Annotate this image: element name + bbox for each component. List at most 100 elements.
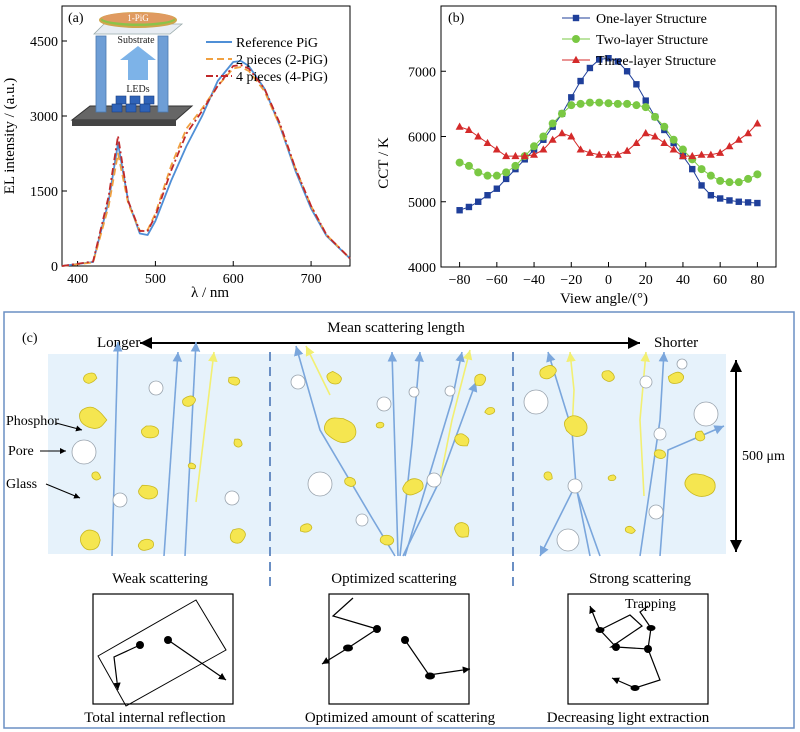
pore: [639, 375, 653, 389]
phosphor-particle: [187, 462, 197, 470]
pore: [148, 380, 164, 396]
phosphor-particle: [474, 373, 487, 386]
panel-b-label: (b): [448, 11, 465, 26]
data-point: [641, 129, 650, 137]
legend-label: Two-layer Structure: [596, 33, 708, 48]
phosphor-particle: [484, 407, 496, 415]
x-tick-label: 500: [145, 272, 166, 287]
data-point: [595, 56, 603, 63]
y-tick-label: 7000: [408, 65, 436, 80]
data-point: [716, 148, 725, 156]
pore: [556, 528, 580, 552]
data-point: [725, 142, 734, 150]
y-axis-label: EL intensity / (a.u.): [2, 78, 18, 195]
data-point: [716, 195, 724, 202]
data-point: [502, 151, 511, 160]
legend-label: One-layer Structure: [596, 12, 707, 27]
section-title-optimized: Optimized scattering: [331, 571, 457, 587]
section-title-weak: Weak scattering: [112, 571, 208, 587]
pore: [444, 385, 456, 397]
strong-scattering-diagram: [567, 593, 709, 705]
glass-label: Glass: [6, 477, 37, 492]
panel-c-frame: [3, 311, 795, 729]
data-point: [641, 103, 650, 112]
data-point: [567, 132, 576, 140]
pore: [653, 427, 667, 441]
data-point: [660, 138, 669, 147]
data-point: [464, 125, 473, 133]
panel-a-frame: [61, 5, 351, 267]
data-point: [567, 101, 576, 110]
light-ray: [305, 345, 331, 396]
phosphor-pointer: [55, 422, 83, 432]
phosphor-particle: [229, 528, 246, 544]
data-point: [465, 203, 473, 211]
light-ray: [387, 351, 399, 557]
phosphor-particle: [563, 415, 588, 437]
data-point: [548, 135, 557, 143]
shorter-label: Shorter: [654, 335, 698, 351]
caption-optimized: Optimized amount of scattering: [305, 710, 496, 726]
data-point: [474, 168, 483, 177]
data-point: [483, 171, 492, 180]
data-point: [455, 122, 464, 130]
phosphor-particle: [79, 529, 101, 551]
light-ray: [404, 351, 465, 557]
data-point: [735, 198, 742, 205]
data-point: [754, 199, 761, 207]
data-point: [632, 138, 641, 147]
legend-marker: [572, 55, 580, 63]
data-point: [502, 175, 510, 183]
data-point: [623, 99, 632, 108]
legend-marker: [572, 14, 580, 22]
data-point: [669, 135, 678, 144]
data-point: [576, 99, 585, 108]
data-point: [660, 122, 669, 131]
x-tick-label: 600: [223, 272, 244, 287]
pig-label: 1-PiG: [127, 13, 149, 23]
light-ray: [439, 349, 473, 481]
data-point: [613, 99, 622, 108]
x-tick-label: −60: [486, 273, 508, 288]
data-point: [492, 145, 501, 153]
data-point: [734, 178, 743, 187]
data-point: [577, 77, 584, 85]
data-point: [744, 174, 753, 183]
data-point: [530, 150, 539, 158]
light-ray: [639, 351, 650, 497]
phosphor-particle: [137, 538, 155, 551]
phosphor-particle: [543, 471, 553, 481]
data-point: [753, 170, 762, 179]
y-tick-label: 4000: [408, 261, 436, 276]
data-point: [651, 132, 660, 140]
pore: [224, 490, 240, 506]
data-point: [753, 119, 762, 127]
data-point: [614, 58, 622, 65]
data-point: [698, 182, 705, 189]
data-point: [595, 98, 604, 107]
data-point: [726, 197, 733, 204]
y-tick-label: 4500: [30, 35, 58, 50]
caption-weak: Total internal reflection: [84, 710, 226, 726]
data-point: [520, 151, 529, 160]
pore: [112, 492, 128, 508]
data-point: [576, 145, 585, 153]
data-point: [502, 168, 511, 177]
data-point: [511, 161, 520, 170]
x-tick-label: −40: [523, 273, 545, 288]
pore: [567, 478, 583, 494]
data-point: [744, 199, 752, 206]
panel-c: (c) Longer Shorter Mean scattering lengt…: [3, 311, 795, 729]
x-tick-label: 20: [639, 273, 653, 288]
pore: [71, 439, 97, 465]
series-4-pig: [61, 64, 351, 267]
phosphor-label: Phosphor: [6, 414, 59, 429]
phosphor-particle: [379, 534, 395, 546]
phosphor-particle: [653, 449, 666, 459]
phosphor-particle: [83, 372, 98, 384]
phosphor-particle: [299, 523, 313, 533]
data-point: [557, 129, 566, 137]
data-point: [706, 171, 715, 180]
data-point: [707, 192, 715, 199]
data-point: [697, 165, 706, 174]
